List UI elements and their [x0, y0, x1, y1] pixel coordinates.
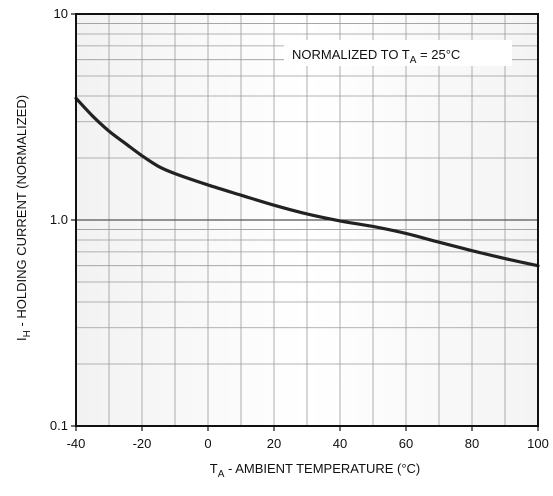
note-text: NORMALIZED TO TA = 25°C [292, 47, 460, 66]
normalization-note: NORMALIZED TO TA = 25°C [284, 40, 512, 66]
note-box [284, 40, 512, 66]
x-tick-label: 60 [399, 436, 413, 451]
x-tick-label: -20 [133, 436, 152, 451]
x-tick-label: 80 [465, 436, 479, 451]
holding-current-curve [74, 96, 540, 268]
x-tick-labels: -40 -20 0 20 40 60 80 100 [67, 426, 549, 451]
y-tick-label: 1.0 [50, 212, 68, 227]
x-tick-label: 0 [204, 436, 211, 451]
x-tick-label: 20 [267, 436, 281, 451]
x-tick-label: 40 [333, 436, 347, 451]
x-tick-label: -40 [67, 436, 86, 451]
y-tick-labels: 0.1 1.0 10 [50, 6, 76, 433]
y-axis-label: IH - HOLDING CURRENT (NORMALIZED) [14, 95, 33, 341]
x-tick-label: 100 [527, 436, 549, 451]
grid [76, 14, 538, 426]
y-tick-label: 0.1 [50, 418, 68, 433]
series-layer [74, 96, 540, 268]
x-axis-label: TA - AMBIENT TEMPERATURE (°C) [210, 461, 421, 480]
y-tick-label: 10 [54, 6, 68, 21]
